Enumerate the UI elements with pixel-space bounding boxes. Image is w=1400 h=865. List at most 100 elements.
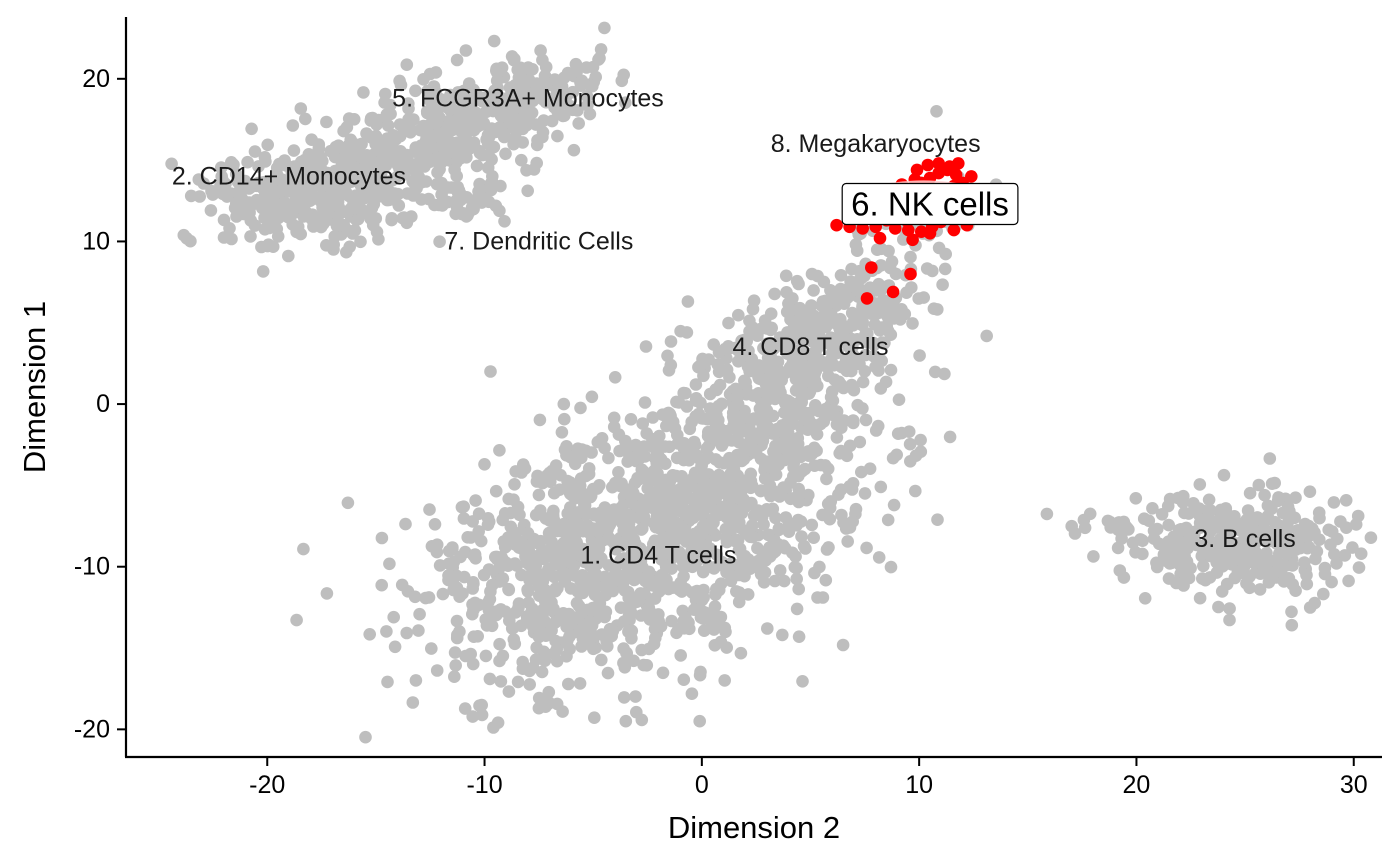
data-point xyxy=(536,126,550,139)
data-point xyxy=(821,462,835,476)
data-point xyxy=(598,21,611,35)
data-point xyxy=(551,544,565,558)
data-point xyxy=(664,528,678,541)
data-point xyxy=(387,610,401,624)
data-point xyxy=(799,542,812,555)
data-point xyxy=(656,666,670,680)
data-point xyxy=(459,142,473,156)
data-point xyxy=(1252,478,1266,492)
data-point xyxy=(751,504,765,517)
data-point xyxy=(823,307,836,321)
data-point xyxy=(586,79,599,93)
data-point xyxy=(687,603,701,616)
data-point xyxy=(557,517,571,531)
data-point xyxy=(262,238,275,251)
data-point xyxy=(491,81,504,95)
data-point xyxy=(359,730,372,744)
data-point xyxy=(680,326,694,339)
data-point xyxy=(1272,491,1285,504)
data-point xyxy=(509,465,522,478)
data-point xyxy=(1268,566,1281,580)
data-point xyxy=(1268,516,1282,529)
data-point xyxy=(471,630,485,643)
data-point xyxy=(730,585,743,598)
data-point xyxy=(608,371,622,384)
y-tick-label: 20 xyxy=(82,65,110,93)
data-point xyxy=(536,93,550,106)
data-point xyxy=(556,109,570,123)
data-point xyxy=(499,147,512,161)
data-point xyxy=(453,187,467,200)
data-point xyxy=(771,452,785,466)
data-point xyxy=(1322,523,1335,537)
data-point xyxy=(663,407,677,421)
data-point xyxy=(1298,556,1311,569)
data-point xyxy=(507,137,520,151)
data-point xyxy=(581,99,594,112)
data-point xyxy=(498,507,512,520)
data-point xyxy=(470,159,484,173)
data-point xyxy=(1236,543,1249,557)
data-point xyxy=(1152,537,1166,551)
data-point xyxy=(413,607,426,621)
data-point xyxy=(535,665,549,679)
data-point xyxy=(757,422,771,435)
data-point xyxy=(792,630,806,643)
data-point xyxy=(822,369,835,383)
data-point xyxy=(1313,533,1326,546)
data-point xyxy=(1324,538,1337,551)
data-point xyxy=(1260,546,1273,560)
data-point xyxy=(732,308,745,322)
data-point xyxy=(1207,536,1220,550)
data-point xyxy=(616,443,629,457)
data-point xyxy=(1193,516,1207,530)
data-point xyxy=(747,294,761,308)
cluster-label: 5. FCGR3A+ Monocytes xyxy=(392,84,664,112)
data-point xyxy=(620,523,634,536)
data-point xyxy=(795,465,809,478)
data-point xyxy=(290,613,303,627)
data-point xyxy=(475,196,489,209)
highlight-point xyxy=(932,157,945,170)
data-point xyxy=(420,105,434,118)
data-point xyxy=(1338,549,1352,562)
data-point xyxy=(1327,496,1341,509)
data-point xyxy=(807,284,820,297)
data-point xyxy=(809,399,822,412)
data-point xyxy=(763,550,777,563)
data-point xyxy=(619,714,633,728)
data-point xyxy=(745,479,759,493)
data-point xyxy=(845,332,859,346)
data-point xyxy=(895,303,908,316)
data-point xyxy=(848,357,862,371)
data-point xyxy=(271,230,285,243)
data-point xyxy=(525,106,539,120)
data-point xyxy=(720,363,734,377)
data-point xyxy=(631,570,644,583)
data-point xyxy=(1303,601,1317,614)
data-point xyxy=(1220,507,1234,521)
data-point xyxy=(752,387,765,400)
data-point xyxy=(448,646,462,659)
data-point xyxy=(624,495,638,509)
data-point xyxy=(884,363,898,377)
data-point xyxy=(1257,533,1271,547)
data-point xyxy=(532,488,546,502)
data-point xyxy=(223,222,236,235)
data-point xyxy=(769,439,782,453)
data-point xyxy=(493,551,507,565)
data-point xyxy=(737,493,750,506)
data-point xyxy=(408,590,422,604)
data-point xyxy=(364,114,378,127)
data-point xyxy=(1302,519,1315,533)
data-point xyxy=(532,701,546,715)
data-point xyxy=(1197,559,1210,573)
data-point xyxy=(547,524,561,538)
data-point xyxy=(789,384,803,397)
data-point xyxy=(846,414,860,427)
data-point xyxy=(980,329,993,343)
data-point xyxy=(489,484,503,498)
data-point xyxy=(617,68,630,82)
data-point xyxy=(347,113,361,126)
data-point xyxy=(321,166,335,180)
